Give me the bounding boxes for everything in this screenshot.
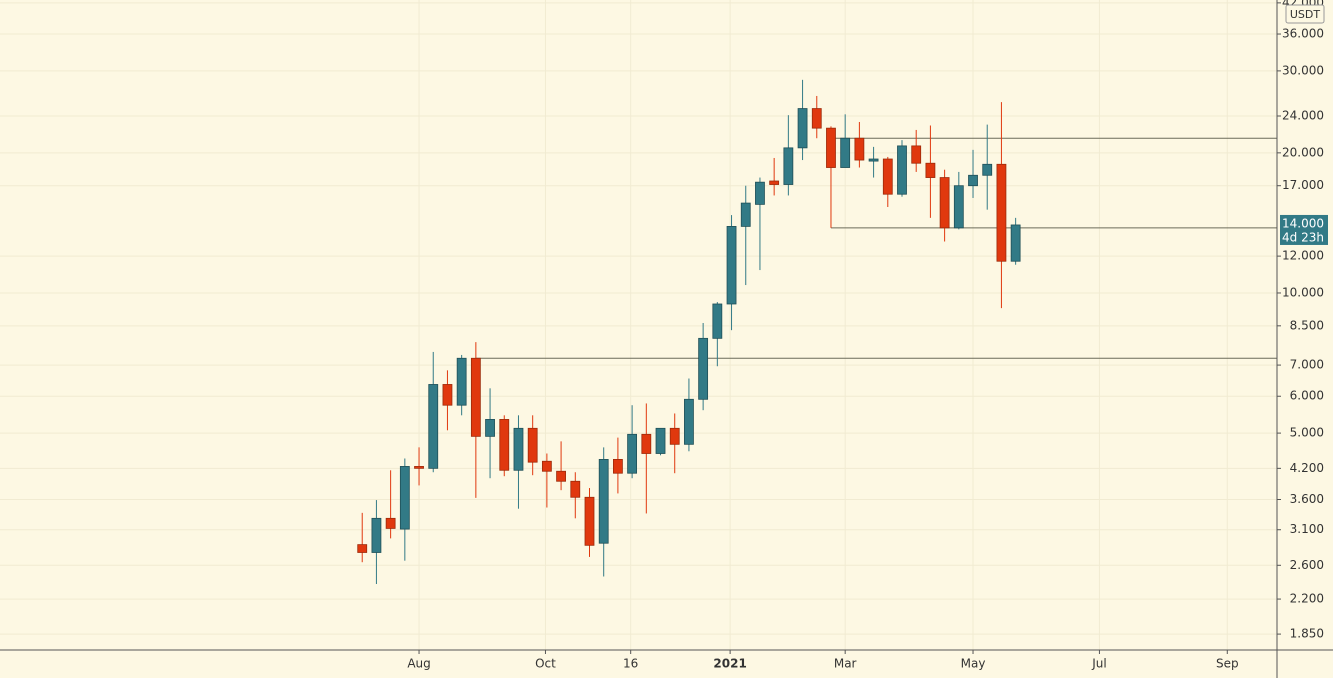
candle-body bbox=[669, 427, 680, 445]
candle-body bbox=[698, 337, 709, 400]
y-tick-label: 3.600 bbox=[1290, 492, 1324, 506]
candle-body bbox=[726, 226, 737, 305]
candle-body bbox=[854, 137, 865, 161]
candle-body bbox=[712, 303, 723, 339]
candle-body bbox=[783, 147, 794, 185]
y-tick-label: 30.000 bbox=[1282, 63, 1324, 77]
currency: USDT bbox=[1290, 8, 1321, 21]
y-tick-label: 7.000 bbox=[1290, 358, 1324, 372]
candle-body bbox=[840, 137, 851, 168]
currency-box[interactable] bbox=[1285, 4, 1325, 24]
y-tick-label: 10.000 bbox=[1282, 285, 1324, 299]
y-tick-label: 2.600 bbox=[1290, 558, 1324, 572]
candle-body bbox=[655, 427, 666, 454]
candle-body bbox=[556, 470, 566, 482]
countdown: 4d 23h bbox=[1282, 230, 1324, 244]
candle-body bbox=[570, 480, 581, 498]
candle-body bbox=[641, 433, 652, 454]
candle-body bbox=[485, 419, 495, 437]
candle-body bbox=[684, 398, 694, 445]
candle-body bbox=[399, 466, 410, 530]
candle-body bbox=[456, 357, 467, 406]
candle-body bbox=[627, 433, 638, 474]
candle-body bbox=[428, 384, 439, 469]
candle-body bbox=[541, 460, 552, 472]
y-tick-label: 5.000 bbox=[1290, 426, 1324, 440]
x-tick-label: Mar bbox=[834, 657, 857, 671]
y-tick-label: 6.000 bbox=[1290, 389, 1324, 403]
y-tick-label: 1.850 bbox=[1290, 627, 1324, 641]
candle-body bbox=[740, 202, 751, 227]
axes: 1.850 2.200 2.600 3.100 3.600 4.200 5.000 6.000… bbox=[407, 0, 1324, 671]
y-tick-label: 20.000 bbox=[1282, 145, 1324, 159]
price-tag-box bbox=[1280, 214, 1328, 245]
candle-body bbox=[598, 459, 609, 544]
candle-body bbox=[968, 174, 978, 187]
grid bbox=[0, 0, 1277, 650]
candle-body bbox=[868, 158, 879, 162]
x-tick-label: Sep bbox=[1216, 657, 1239, 671]
y-tick-label: 8.500 bbox=[1290, 318, 1324, 332]
candle-body bbox=[925, 162, 936, 178]
x-tick-label: Jul bbox=[1091, 657, 1106, 671]
candle-body bbox=[470, 357, 481, 437]
y-tick-label: 12.000 bbox=[1282, 249, 1324, 263]
y-tick-label: 2.200 bbox=[1290, 592, 1324, 606]
y-tick-label: 17.000 bbox=[1282, 178, 1324, 192]
y-tick-label: 36.000 bbox=[1282, 27, 1324, 41]
y-tick-label: 3.100 bbox=[1290, 522, 1324, 536]
candle-body bbox=[527, 427, 538, 463]
candle-body bbox=[499, 419, 510, 471]
x-tick-label: Oct bbox=[535, 657, 556, 671]
y-tick-label: 4.200 bbox=[1290, 461, 1324, 475]
candle-body bbox=[414, 466, 424, 469]
candle-body bbox=[357, 544, 368, 553]
candle-body bbox=[996, 163, 1007, 262]
candle-body bbox=[613, 459, 623, 474]
candle-body bbox=[513, 427, 524, 471]
x-tick-label: 2021 bbox=[713, 657, 746, 671]
y-tick-label: 24.000 bbox=[1282, 108, 1324, 122]
candle-body bbox=[953, 185, 964, 229]
x-tick-label: 16 bbox=[623, 657, 638, 671]
candle-body bbox=[826, 127, 836, 168]
price-tag-label: 14.000 bbox=[1282, 216, 1324, 230]
candle-body bbox=[911, 145, 922, 164]
x-tick-label: May bbox=[961, 657, 986, 671]
candle-body bbox=[982, 163, 993, 176]
candle-body bbox=[769, 180, 780, 185]
candle-body bbox=[882, 158, 893, 195]
candle-body bbox=[442, 384, 453, 406]
candle-body bbox=[371, 517, 382, 553]
candle-body bbox=[385, 517, 396, 529]
candle-body bbox=[797, 108, 808, 149]
candle-body bbox=[897, 145, 907, 195]
candle-body bbox=[1010, 224, 1021, 262]
levels bbox=[475, 137, 1277, 359]
candles bbox=[357, 79, 1021, 585]
candle-body bbox=[939, 177, 950, 229]
x-tick-label: Aug bbox=[407, 657, 430, 671]
candle-body bbox=[584, 496, 595, 546]
candle-body bbox=[811, 108, 822, 129]
candle-body bbox=[755, 181, 765, 205]
